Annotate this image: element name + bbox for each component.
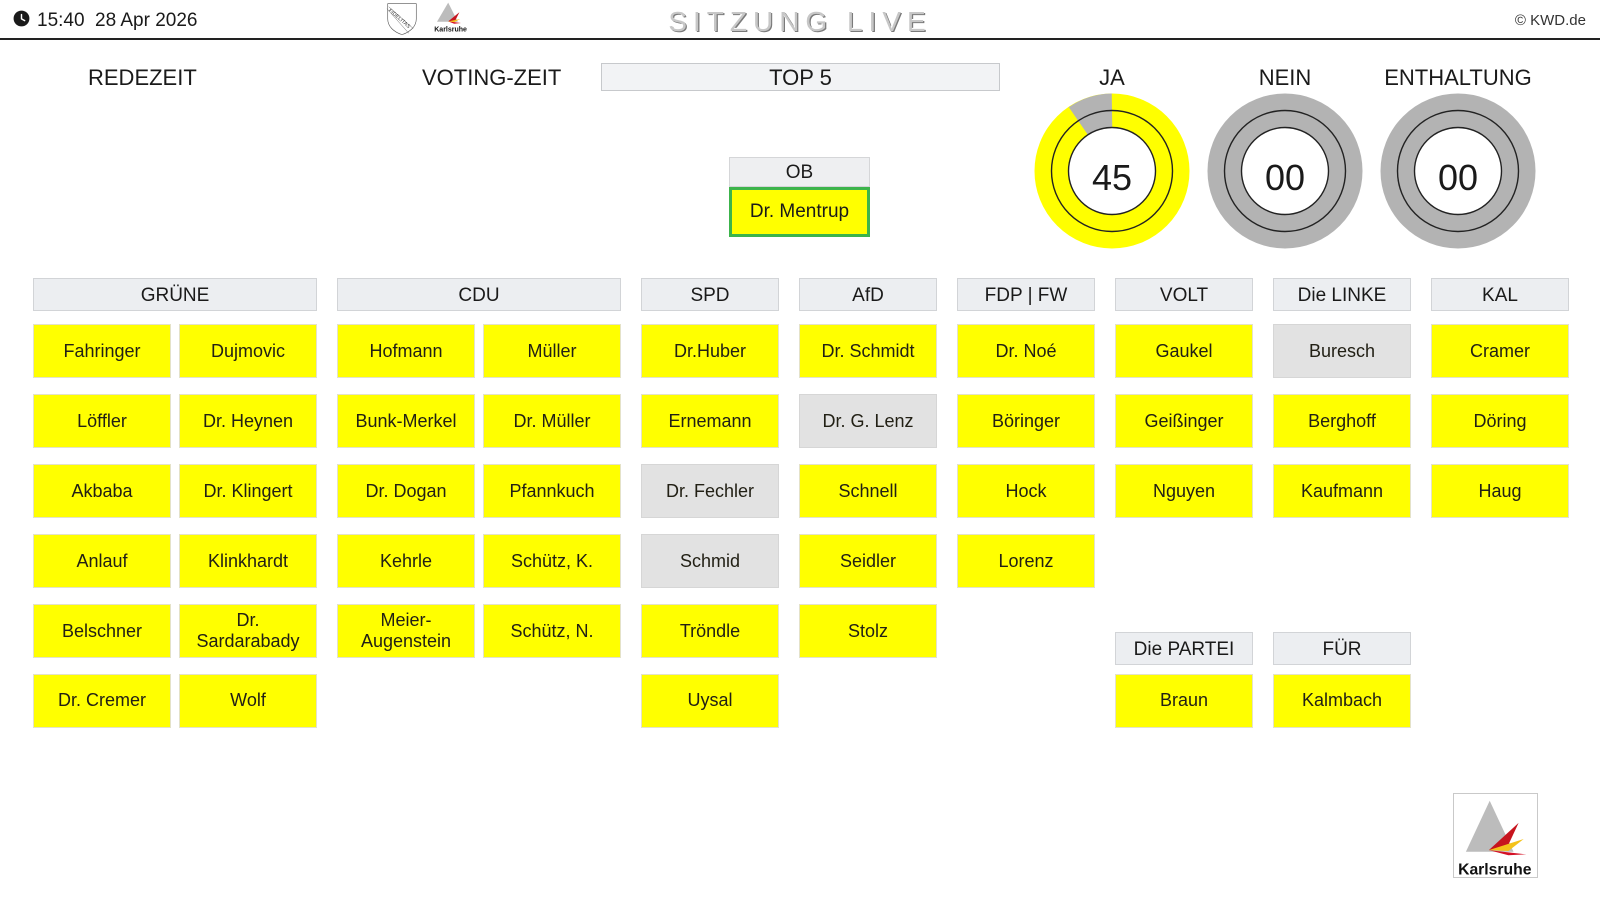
- svg-text:Karlsruhe: Karlsruhe: [434, 26, 467, 33]
- svg-text:Karlsruhe: Karlsruhe: [1458, 862, 1532, 879]
